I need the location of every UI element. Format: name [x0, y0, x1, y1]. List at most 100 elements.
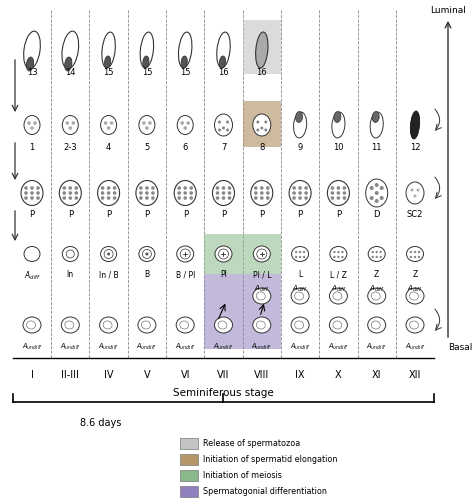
Circle shape [65, 121, 69, 125]
Ellipse shape [372, 112, 379, 122]
Circle shape [183, 186, 187, 190]
Circle shape [303, 251, 305, 253]
Circle shape [370, 196, 374, 200]
Circle shape [226, 128, 229, 131]
Ellipse shape [215, 317, 233, 333]
Text: $A_{undiff}$: $A_{undiff}$ [98, 342, 119, 352]
Text: 11: 11 [372, 143, 382, 152]
Circle shape [222, 186, 225, 190]
Text: $A_{undiff}$: $A_{undiff}$ [60, 342, 81, 352]
Text: $A_{diff}$: $A_{diff}$ [330, 284, 346, 294]
Circle shape [30, 186, 34, 190]
Circle shape [145, 196, 149, 200]
Circle shape [260, 191, 264, 195]
Circle shape [304, 191, 308, 195]
Circle shape [413, 194, 417, 197]
Ellipse shape [292, 246, 309, 262]
Text: $A_{undiff}$: $A_{undiff}$ [213, 342, 234, 352]
Text: IV: IV [104, 370, 113, 380]
Text: 7: 7 [221, 143, 226, 152]
Circle shape [69, 196, 72, 200]
Text: SC2: SC2 [407, 210, 423, 219]
Text: In: In [67, 270, 74, 279]
Text: P: P [182, 210, 188, 219]
Circle shape [177, 196, 181, 200]
FancyBboxPatch shape [180, 454, 198, 465]
Text: P: P [106, 210, 111, 219]
Circle shape [330, 191, 334, 195]
Text: Initiation of spermatid elongation: Initiation of spermatid elongation [203, 455, 337, 464]
Circle shape [139, 186, 143, 190]
Ellipse shape [98, 180, 119, 205]
FancyBboxPatch shape [180, 470, 198, 481]
Circle shape [27, 121, 31, 125]
Ellipse shape [406, 288, 424, 304]
Circle shape [298, 186, 302, 190]
Circle shape [139, 191, 143, 195]
Circle shape [151, 191, 155, 195]
Circle shape [418, 251, 420, 253]
Ellipse shape [23, 317, 41, 333]
Text: $A_{diff}$: $A_{diff}$ [254, 284, 270, 294]
Circle shape [226, 121, 229, 124]
Circle shape [260, 186, 264, 190]
Ellipse shape [330, 246, 347, 262]
Circle shape [24, 186, 28, 190]
Circle shape [337, 191, 340, 195]
Text: 1: 1 [29, 143, 35, 152]
Circle shape [260, 126, 263, 129]
Circle shape [186, 121, 190, 125]
Text: B / Pl: B / Pl [175, 270, 195, 279]
Text: Spermatogonial differentiation: Spermatogonial differentiation [203, 487, 327, 496]
Text: In / B: In / B [99, 270, 118, 279]
Ellipse shape [140, 32, 154, 68]
Circle shape [151, 186, 155, 190]
Circle shape [333, 256, 336, 258]
Circle shape [341, 256, 344, 258]
Ellipse shape [406, 317, 424, 333]
Circle shape [33, 121, 37, 125]
Text: X: X [335, 370, 342, 380]
Circle shape [148, 121, 152, 125]
Circle shape [337, 196, 340, 200]
Circle shape [228, 186, 231, 190]
Circle shape [30, 126, 34, 130]
Ellipse shape [334, 112, 341, 122]
Text: D: D [374, 210, 380, 219]
Text: P: P [259, 210, 264, 219]
Ellipse shape [138, 317, 156, 333]
Text: 8: 8 [259, 143, 264, 152]
Ellipse shape [215, 246, 232, 262]
Circle shape [343, 186, 346, 190]
Circle shape [36, 186, 40, 190]
Circle shape [74, 186, 78, 190]
Text: Pl: Pl [220, 270, 227, 279]
Circle shape [254, 186, 257, 190]
Ellipse shape [174, 180, 196, 205]
Circle shape [69, 191, 72, 195]
Circle shape [183, 126, 187, 130]
Text: XI: XI [372, 370, 382, 380]
Ellipse shape [62, 246, 78, 262]
Circle shape [190, 186, 193, 190]
Ellipse shape [176, 317, 194, 333]
Circle shape [343, 191, 346, 195]
Circle shape [292, 196, 296, 200]
Text: II-III: II-III [61, 370, 79, 380]
Ellipse shape [100, 317, 118, 333]
Text: $A_{undiff}$: $A_{undiff}$ [22, 342, 43, 352]
Ellipse shape [105, 56, 110, 68]
Text: Z: Z [374, 270, 379, 279]
Circle shape [266, 191, 270, 195]
Circle shape [24, 191, 28, 195]
Text: $A_{undiff}$: $A_{undiff}$ [290, 342, 310, 352]
Ellipse shape [100, 246, 117, 262]
Text: 13: 13 [27, 68, 37, 77]
Circle shape [30, 196, 34, 200]
Ellipse shape [61, 317, 79, 333]
Circle shape [341, 251, 344, 253]
Circle shape [74, 191, 78, 195]
Circle shape [372, 251, 374, 253]
Circle shape [337, 251, 339, 253]
Circle shape [256, 128, 259, 131]
